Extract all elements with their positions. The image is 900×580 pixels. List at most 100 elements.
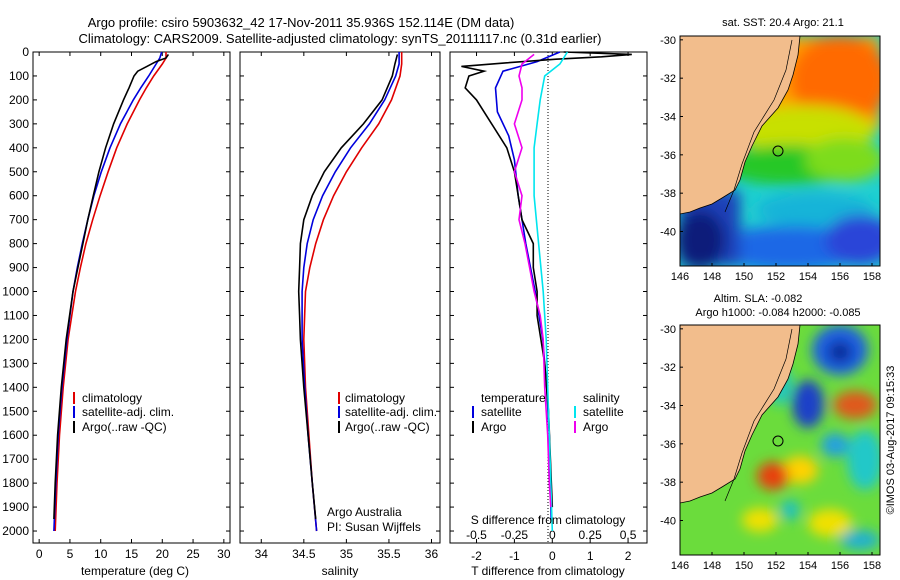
sla-land-mask	[680, 325, 801, 504]
x-tick-label: 2	[625, 549, 632, 563]
lat-tick-label: -40	[660, 227, 676, 239]
x-tick-label: 35.5	[377, 547, 401, 561]
legend-temperature-header: temperature	[481, 391, 546, 405]
difference-y-ticks	[450, 51, 647, 532]
x-tick-label: 30	[217, 547, 231, 561]
lon-tick-label: 154	[799, 560, 817, 572]
sst-shelf-contour	[724, 39, 793, 213]
y-tick-label: 1900	[2, 500, 29, 514]
lon-tick-label: 150	[735, 560, 753, 572]
y-tick-label: 200	[9, 93, 29, 107]
difference-panel: -2 -1 0 1 2 -0.5 -0.25 0 0.25 0.5 S difference fr…	[449, 51, 648, 578]
sst-land-mask	[680, 36, 801, 215]
salinity-argo-line	[513, 53, 552, 508]
sla-field	[742, 325, 880, 550]
y-tick-label: 0	[22, 45, 29, 59]
lat-tick-label: -36	[660, 439, 676, 451]
lat-tick-label: -32	[660, 73, 676, 85]
legend-climatology-label: climatology	[345, 391, 405, 405]
sst-map-frame	[679, 35, 881, 267]
lon-tick-label: 158	[863, 560, 881, 572]
temperature-panel: 0100200300400500600700800900100011001200…	[2, 45, 231, 578]
x-tick-label: 15	[125, 547, 139, 561]
lat-tick-label: -30	[660, 324, 676, 336]
y-tick-label: 1300	[2, 356, 29, 370]
y-tick-label: 300	[9, 117, 29, 131]
sla-map-axes: 146 148 150 152 154 156 158 -30 -32 -34 -36 -38 -40	[660, 324, 881, 572]
header-line-1: Argo profile: csiro 5903632_42 17-Nov-20…	[88, 15, 515, 30]
lon-tick-label: 154	[799, 271, 817, 283]
legend-s-satellite-label: satellite	[583, 405, 624, 419]
x-tick-label: -2	[471, 549, 482, 563]
climatology-line	[54, 52, 167, 532]
legend-argo-label: Argo(..raw -QC)	[82, 420, 167, 434]
s-tick-label: 0	[549, 528, 556, 542]
argo-raw-qc--line	[53, 53, 170, 520]
legend-satellite-label: satellite-adj. clim.	[345, 405, 437, 419]
y-tick-label: 2000	[2, 524, 29, 538]
x-tick-label: 36	[425, 547, 439, 561]
y-tick-label: 600	[9, 189, 29, 203]
temperature-y-axis: 0 100 200 300 400 500 600 700 800 900 1000 1100 1200…	[2, 45, 230, 538]
lon-tick-label: 146	[671, 560, 689, 572]
x-tick-label: 5	[67, 547, 74, 561]
y-tick-label: 1200	[2, 332, 29, 346]
argo-raw-qc--line	[297, 54, 399, 520]
header-line-2: Climatology: CARS2009. Satellite-adjuste…	[79, 31, 602, 46]
imos-timestamp: ©IMOS 03-Aug-2017 09:15:33	[885, 366, 897, 515]
lon-tick-label: 148	[703, 271, 721, 283]
salinity-y-ticks	[240, 51, 440, 532]
sla-map-title-2: Argo h1000: -0.084 h2000: -0.085	[695, 307, 860, 319]
sst-map-title: sat. SST: 20.4 Argo: 21.1	[722, 17, 844, 29]
lat-tick-label: -38	[660, 477, 676, 489]
y-tick-label: 800	[9, 237, 29, 251]
legend-argo-label: Argo(..raw -QC)	[345, 420, 430, 434]
y-tick-label: 500	[9, 165, 29, 179]
legend-s-argo-label: Argo	[583, 420, 609, 434]
legend-satellite-label: satellite-adj. clim.	[82, 405, 174, 419]
sst-argo-location-marker	[772, 145, 784, 157]
sla-shelf-contour	[724, 328, 793, 502]
x-tick-label: 10	[94, 547, 108, 561]
x-tick-label: 0	[549, 549, 556, 563]
temperature-lines	[53, 51, 170, 532]
legend-salinity-header: salinity	[583, 391, 620, 405]
x-tick-label: 1	[587, 549, 594, 563]
legend-t-satellite-label: satellite	[481, 405, 522, 419]
sla-map-panel: Altim. SLA: -0.082 Argo h1000: -0.084 h2…	[660, 293, 881, 572]
lat-tick-label: -30	[660, 35, 676, 47]
y-tick-label: 1800	[2, 476, 29, 490]
s-tick-label: 0.25	[578, 528, 602, 542]
lon-tick-label: 152	[767, 560, 785, 572]
lat-tick-label: -34	[660, 401, 676, 413]
temperature-x-axis: 0 5 10 15 20 25 30	[36, 52, 231, 561]
salinity-lines	[297, 52, 403, 532]
sst-map-panel: sat. SST: 20.4 Argo: 21.1 146 148 150 152 15…	[660, 17, 881, 283]
sst-map-axes: 146 148 150 152 154 156 158 -30 -32 -34 -36 -38 -40	[660, 35, 881, 283]
annotation-argo-australia: Argo Australia	[327, 505, 402, 519]
lon-tick-label: 156	[831, 271, 849, 283]
s-tick-label: 0.5	[620, 528, 637, 542]
annotation-pi-name: PI: Susan Wijffels	[327, 520, 421, 534]
lat-tick-label: -38	[660, 188, 676, 200]
temperature-legend: climatology satellite-adj. clim. Argo(..…	[73, 391, 174, 434]
x-tick-label: 25	[186, 547, 200, 561]
lon-tick-label: 158	[863, 271, 881, 283]
sla-map-frame	[679, 324, 881, 556]
lat-tick-label: -40	[660, 516, 676, 528]
s-tick-label: -0.5	[466, 528, 487, 542]
x-tick-label: -1	[509, 549, 520, 563]
lat-tick-label: -34	[660, 112, 676, 124]
x-tick-label: 35	[340, 547, 354, 561]
y-tick-label: 400	[9, 141, 29, 155]
lon-tick-label: 156	[831, 560, 849, 572]
x-tick-label: 20	[156, 547, 170, 561]
legend-t-argo-label: Argo	[481, 420, 507, 434]
y-tick-label: 1000	[2, 285, 29, 299]
salinity-panel: 34 34.5 35 35.5 36 salinity climatology sate…	[239, 51, 441, 578]
difference-lines	[461, 51, 632, 532]
lon-tick-label: 148	[703, 560, 721, 572]
s-tick-label: -0.25	[501, 528, 529, 542]
salinity-plot-frame	[239, 51, 441, 544]
temperature-plot-frame	[32, 51, 231, 544]
